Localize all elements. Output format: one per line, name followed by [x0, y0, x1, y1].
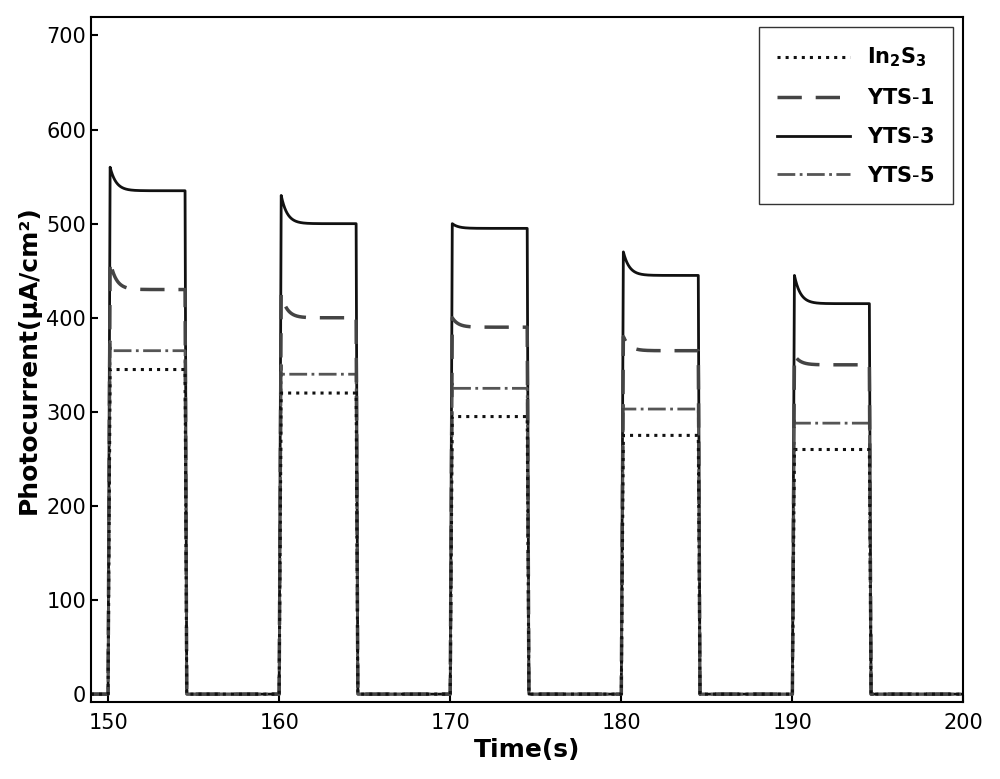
Y-axis label: Photocurrent(μA/cm²): Photocurrent(μA/cm²): [17, 205, 41, 513]
Legend: $\mathbf{In_2S_3}$, $\mathbf{YTS\text{-}1}$, $\mathbf{YTS\text{-}3}$, $\mathbf{Y: $\mathbf{In_2S_3}$, $\mathbf{YTS\text{-}…: [759, 27, 953, 204]
X-axis label: Time(s): Time(s): [474, 738, 580, 763]
